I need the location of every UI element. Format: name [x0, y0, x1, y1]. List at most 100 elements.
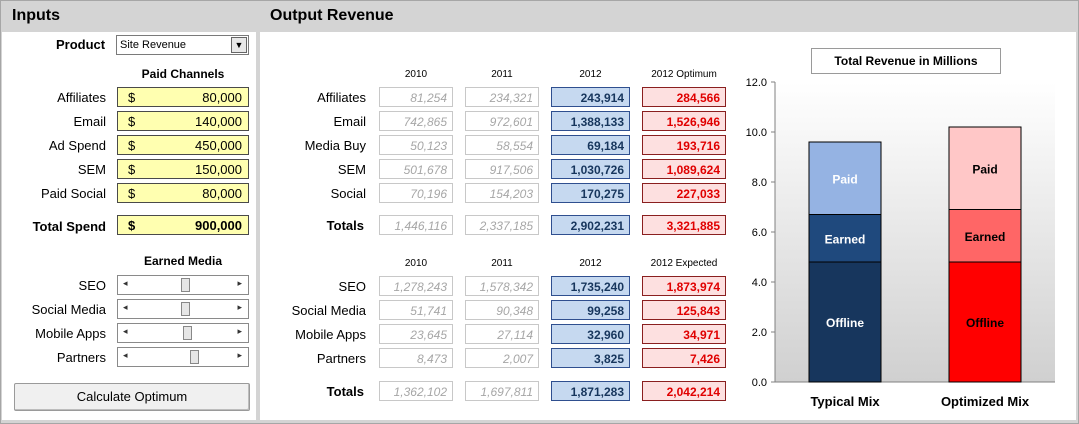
scroll-left-icon[interactable]: ◂: [123, 302, 128, 312]
slider-thumb[interactable]: [181, 302, 190, 316]
inputs-body: Product Site Revenue ▼ Paid Channels Aff…: [2, 32, 256, 420]
bar-segment-label: Paid: [832, 172, 857, 186]
paid-value-cell: 742,865: [379, 111, 453, 131]
paid-value-cell: 50,123: [379, 135, 453, 155]
paid-value-cell: 227,033: [642, 183, 726, 203]
x-category-label: Typical Mix: [810, 394, 880, 409]
earned-value-cell: 32,960: [551, 324, 630, 344]
bar-segment-label: Offline: [826, 316, 864, 330]
paid-channel-input[interactable]: $450,000: [117, 135, 249, 155]
paid-value-cell: 1,030,726: [551, 159, 630, 179]
slider-thumb[interactable]: [181, 278, 190, 292]
scroll-left-icon[interactable]: ◂: [123, 326, 128, 336]
paid-column-header: 2010: [404, 69, 428, 80]
earned-total-cell: 1,697,811: [465, 381, 539, 401]
y-tick-label: 12.0: [746, 77, 767, 89]
earned-media-slider[interactable]: ◂ ▸: [117, 323, 249, 343]
paid-value-cell: 284,566: [642, 87, 726, 107]
bar-segment: [808, 261, 882, 383]
product-label: Product: [56, 37, 106, 52]
currency-symbol: $: [128, 138, 136, 153]
earned-value-cell: 2,007: [465, 348, 539, 368]
earned-value-cell: 34,971: [642, 324, 726, 344]
y-tick-label: 2.0: [752, 327, 767, 339]
paid-value-cell: 70,196: [379, 183, 453, 203]
output-panel: Output Revenue 2010 2011 2012 2012 Optimum A…: [260, 2, 1076, 420]
paid-value-cell: 81,254: [379, 87, 453, 107]
earned-value-cell: 90,348: [465, 300, 539, 320]
paid-channel-value: 450,000: [195, 138, 242, 153]
paid-total-cell: 2,902,231: [551, 215, 630, 235]
y-tick-label: 0.0: [752, 377, 767, 389]
currency-symbol: $: [128, 218, 136, 233]
paid-value-cell: 972,601: [465, 111, 539, 131]
bar-segment-label: Earned: [965, 230, 1006, 244]
currency-symbol: $: [128, 162, 136, 177]
paid-row-label: Media Buy: [304, 138, 366, 153]
paid-channel-input[interactable]: $150,000: [117, 159, 249, 179]
earned-media-slider[interactable]: ◂ ▸: [117, 299, 249, 319]
earned-value-cell: 99,258: [551, 300, 630, 320]
earned-media-slider[interactable]: ◂ ▸: [117, 275, 249, 295]
earned-total-cell: 1,362,102: [379, 381, 453, 401]
earned-value-cell: 7,426: [642, 348, 726, 368]
paid-channel-input[interactable]: $140,000: [117, 111, 249, 131]
earned-media-label: Partners: [56, 350, 106, 365]
output-title: Output Revenue: [260, 2, 1076, 30]
calculate-optimum-button[interactable]: Calculate Optimum: [14, 383, 250, 411]
bar-segment: [808, 141, 882, 215]
paid-channel-label: Affiliates: [57, 90, 106, 105]
paid-channel-label: Ad Spend: [48, 138, 106, 153]
earned-media-label: SEO: [78, 278, 106, 293]
y-tick-label: 6.0: [752, 227, 767, 239]
bar-segment-label: Offline: [966, 316, 1004, 330]
scroll-right-icon[interactable]: ▸: [237, 302, 242, 312]
paid-channel-value: 150,000: [195, 162, 242, 177]
x-category-label: Optimized Mix: [941, 394, 1030, 409]
currency-symbol: $: [128, 114, 136, 129]
earned-column-header: 2012 Expected: [650, 258, 718, 269]
paid-channel-input[interactable]: $80,000: [117, 87, 249, 107]
earned-total-cell: 2,042,214: [642, 381, 726, 401]
revenue-chart: 0.0 2.0 4.0 6.0 8.0 10.0 12.0 Offline Earned Paid…: [746, 77, 1055, 409]
earned-value-cell: 27,114: [465, 324, 539, 344]
currency-symbol: $: [128, 186, 136, 201]
earned-value-cell: 8,473: [379, 348, 453, 368]
earned-value-cell: 1,578,342: [465, 276, 539, 296]
scroll-left-icon[interactable]: ◂: [123, 350, 128, 360]
earned-value-cell: 1,278,243: [379, 276, 453, 296]
paid-channel-value: 80,000: [202, 186, 242, 201]
paid-value-cell: 193,716: [642, 135, 726, 155]
earned-value-cell: 3,825: [551, 348, 630, 368]
paid-channel-value: 80,000: [202, 90, 242, 105]
paid-column-header: 2012 Optimum: [651, 69, 717, 80]
scroll-right-icon[interactable]: ▸: [237, 278, 242, 288]
bar-segment-label: Paid: [972, 162, 997, 176]
scroll-right-icon[interactable]: ▸: [237, 326, 242, 336]
earned-value-cell: 51,741: [379, 300, 453, 320]
paid-value-cell: 917,506: [465, 159, 539, 179]
earned-value-cell: 1,873,974: [642, 276, 726, 296]
scroll-right-icon[interactable]: ▸: [237, 350, 242, 360]
y-tick-label: 8.0: [752, 177, 767, 189]
paid-row-label: SEM: [337, 162, 366, 177]
paid-channel-input[interactable]: $80,000: [117, 183, 249, 203]
slider-thumb[interactable]: [183, 326, 192, 340]
earned-value-cell: 1,735,240: [551, 276, 630, 296]
paid-channel-label: SEM: [77, 162, 106, 177]
earned-row-label: SEO: [338, 279, 366, 294]
earned-media-slider[interactable]: ◂ ▸: [117, 347, 249, 367]
product-select[interactable]: Site Revenue ▼: [116, 35, 249, 55]
paid-row-label: Social: [330, 186, 366, 201]
slider-thumb[interactable]: [190, 350, 199, 364]
paid-column-header: 2012: [579, 69, 602, 80]
chevron-down-icon[interactable]: ▼: [231, 37, 247, 53]
bar-segment: [948, 126, 1022, 210]
currency-symbol: $: [128, 90, 136, 105]
y-tick-label: 10.0: [746, 127, 767, 139]
scroll-left-icon[interactable]: ◂: [123, 278, 128, 288]
paid-value-cell: 243,914: [551, 87, 630, 107]
inputs-title: Inputs: [2, 2, 256, 30]
paid-channel-label: Paid Social: [40, 186, 106, 201]
paid-column-header: 2011: [491, 69, 513, 80]
